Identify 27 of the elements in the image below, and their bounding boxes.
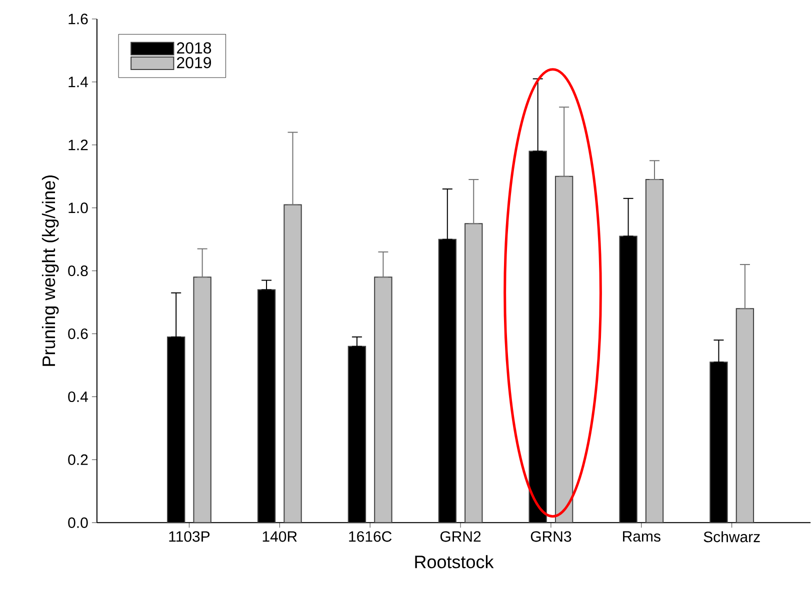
- y-tick-label: 0.6: [68, 328, 88, 340]
- y-tick-label: 0.2: [68, 454, 88, 466]
- x-tick-label: 1616C: [349, 531, 392, 542]
- x-axis-title: Rootstock: [415, 555, 494, 568]
- bar: [374, 276, 392, 524]
- y-tick-label: 1.0: [68, 202, 88, 214]
- x-tick-label: Rams: [623, 531, 660, 542]
- y-tick-label: 0.8: [68, 266, 88, 276]
- y-tick-label: 0.4: [68, 392, 88, 402]
- y-tick-label: 1.6: [68, 14, 88, 24]
- y-tick-label: 1.2: [68, 140, 88, 150]
- x-tick-label: 140R: [262, 531, 297, 542]
- y-axis-title: Pruning weight (kg/vine): [42, 176, 59, 366]
- y-tick-label: 1.4: [68, 76, 88, 88]
- legend-label: 2019: [176, 57, 211, 68]
- y-tick-label: 0.0: [68, 518, 88, 528]
- bar: [193, 276, 212, 524]
- bar: [554, 176, 574, 524]
- x-tick-label: GRN2: [440, 531, 481, 542]
- bar: [284, 204, 302, 524]
- bar: [645, 179, 664, 524]
- x-tick-label: Schwarz: [704, 531, 760, 542]
- x-tick-label: GRN3: [530, 531, 572, 542]
- bar: [736, 308, 754, 524]
- legend-label: 2018: [176, 42, 212, 54]
- x-tick-label: 1103P: [169, 531, 210, 542]
- bar: [464, 223, 483, 524]
